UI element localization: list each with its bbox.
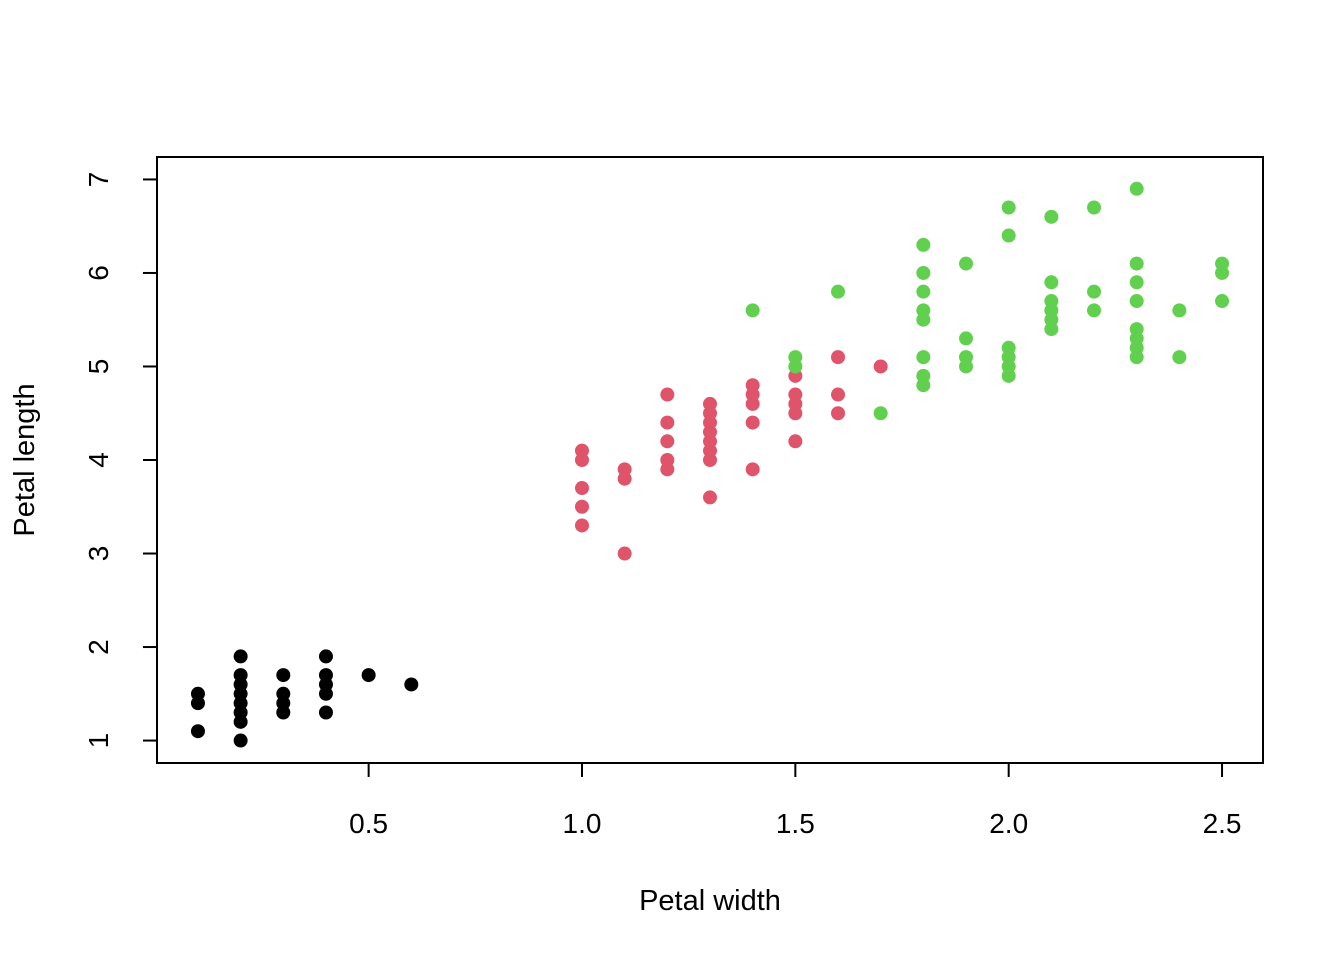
data-point [233,733,248,748]
data-point [574,499,589,514]
data-point [788,387,803,402]
data-point [1129,322,1144,337]
data-point [1129,256,1144,271]
data-point [788,434,803,449]
data-point [745,378,760,393]
data-point [276,686,291,701]
x-tick-label: 2.0 [989,808,1028,839]
data-point [660,415,675,430]
data-point [703,396,717,411]
data-point [318,668,333,683]
data-point [916,284,931,299]
data-point [190,686,205,701]
data-point [190,724,205,739]
y-tick-label: 7 [83,172,114,188]
data-point [873,406,888,421]
y-tick-label: 4 [83,452,114,468]
data-point [788,350,803,365]
y-axis: 1 2 3 4 5 6 7 [83,172,158,749]
x-axis: 0.5 1.0 1.5 2.0 2.5 [349,762,1242,839]
data-point [1044,294,1059,309]
data-point [617,546,632,561]
data-point [361,668,376,683]
data-point [318,705,333,720]
data-point [1044,275,1059,290]
data-point [1001,228,1016,243]
data-point [916,350,931,365]
data-point [959,350,974,365]
data-point [1087,284,1102,299]
data-point [660,434,675,449]
data-point [916,303,931,318]
data-point [703,490,717,505]
data-point [1215,294,1230,309]
data-point [1215,256,1230,271]
data-point [276,668,291,683]
data-point [574,481,589,496]
data-point [745,303,760,318]
data-point [745,462,760,477]
y-tick-label: 5 [83,359,114,375]
y-tick-label: 6 [83,265,114,281]
data-point [916,368,931,383]
data-point [1087,303,1102,318]
data-point [873,359,888,374]
data-point [404,677,419,692]
data-point [959,331,974,346]
data-point [831,350,846,365]
x-tick-label: 2.5 [1203,808,1242,839]
data-point [1087,200,1102,215]
data-point [1001,200,1016,215]
data-point [916,265,931,280]
data-point [1129,181,1144,196]
data-point [1172,350,1187,365]
x-tick-label: 1.0 [563,808,602,839]
y-tick-label: 3 [83,546,114,562]
x-tick-label: 0.5 [349,808,388,839]
data-point [660,453,675,467]
data-point [916,237,931,252]
points-layer [190,181,1230,748]
data-point [831,387,846,402]
data-point [233,649,248,664]
data-point [617,462,632,477]
data-point [1129,294,1144,309]
x-tick-label: 1.5 [776,808,815,839]
data-point [831,406,846,421]
y-axis-label: Petal length [9,383,41,536]
data-point [233,668,248,683]
data-point [1001,340,1016,355]
data-point [574,518,589,533]
data-point [1172,303,1187,318]
y-tick-label: 2 [83,639,114,655]
data-point [574,443,589,458]
data-point [745,415,760,430]
data-point [831,284,846,299]
data-point [1129,275,1144,290]
x-axis-label: Petal width [639,885,781,917]
data-point [318,649,333,664]
data-point [660,387,675,402]
data-point [1044,209,1059,224]
y-tick-label: 1 [83,733,114,749]
data-point [959,256,974,271]
